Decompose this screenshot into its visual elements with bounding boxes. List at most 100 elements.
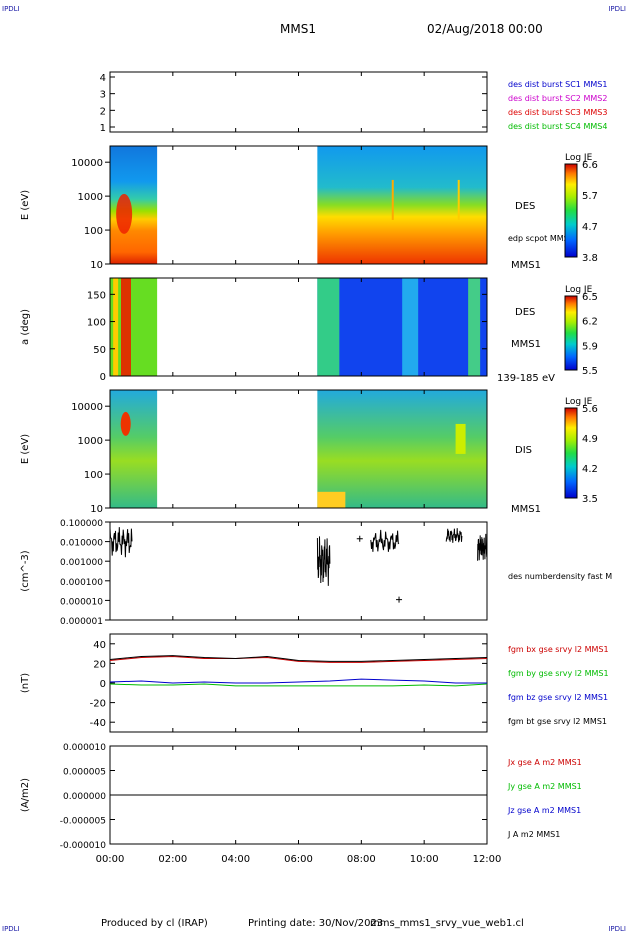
legend-label: des numberdensity fast M [508,572,612,581]
colorbar-tick-label: 4.7 [582,222,598,233]
y-axis-label: a (deg) [20,309,31,345]
density-panel-frame [109,521,488,621]
colorbar-tick-label: 3.5 [582,494,598,505]
y-tick-label: 0 [100,372,106,383]
colorbar-tick-label: 4.2 [582,464,598,475]
corner-label-bl: IPDLI [2,925,20,933]
x-tick-label: 08:00 [347,854,376,865]
colorbar-tick-label: 3.8 [582,253,598,264]
spectrogram-feature [113,278,119,376]
density-trace [109,527,133,558]
legend-label: fgm bx gse srvy l2 MMS1 [508,645,609,654]
x-tick-label: 06:00 [284,854,313,865]
y-tick-label: 100 [87,318,106,329]
y-tick-label: 4 [100,73,106,84]
field-series-line [109,678,487,684]
legend-label: J A m2 MMS1 [507,830,560,839]
spectrogram-feature [116,193,133,234]
spacecraft-title: MMS1 [280,22,316,36]
y-tick-label: 40 [93,640,106,651]
footer-file: mms_mms1_srvy_vue_web1.cl [370,918,524,929]
y-tick-label: 3 [100,90,106,101]
y-tick-label: 0.010000 [60,539,103,549]
y-axis-label: E (eV) [20,190,31,220]
colorbar-tick-label: 4.9 [582,434,598,445]
x-tick-label: 10:00 [410,854,439,865]
colorbar-tick-label: 6.2 [582,317,598,328]
energy-range-label: 139-185 eV [497,373,555,384]
field-series-line [109,655,488,663]
y-tick-label: 10 [90,504,103,515]
x-tick-label: 04:00 [221,854,250,865]
y-tick-label: 150 [87,290,106,301]
y-tick-label: 2 [100,106,106,117]
y-tick-label: 0.001000 [60,558,103,568]
y-tick-label: 0.000100 [60,578,103,588]
y-tick-label: 1000 [78,192,103,203]
colorbar-tick-label: 6.5 [582,292,598,303]
x-tick-label: 12:00 [473,854,502,865]
x-tick-label: 00:00 [96,854,125,865]
footer-produced-by: Produced by cl (IRAP) [101,918,208,929]
y-tick-label: 0.000005 [63,768,106,778]
spectrogram-feature [120,278,131,376]
y-tick-label: 0 [100,679,106,690]
density-trace [316,536,331,586]
corner-label-br: IPDLI [608,925,626,933]
panel-label: DES [515,201,535,212]
y-axis-label: E (eV) [20,434,31,464]
legend-label: Jz gse A m2 MMS1 [507,806,581,815]
colorbar-tick-label: 5.6 [582,404,598,415]
x-tick-label: 02:00 [158,854,187,865]
density-trace [477,533,488,561]
panel-label: DIS [515,445,532,456]
spectrogram-feature [457,179,460,220]
y-tick-label: 10000 [71,158,103,169]
y-tick-label: 0.100000 [60,519,103,529]
colorbar [564,407,578,499]
y-tick-label: 1000 [78,436,103,447]
colorbar [564,163,578,258]
density-point [396,596,403,603]
y-tick-label: -0.000010 [60,841,106,851]
spectrogram-feature [391,179,394,220]
y-axis-label: (nT) [20,673,31,693]
y-tick-label: 0.000010 [60,597,103,607]
y-tick-label: 10 [90,260,103,271]
corner-label-tr: IPDLI [608,5,626,13]
legend-label: fgm bt gse srvy l2 MMS1 [508,717,607,726]
legend-label: des dist burst SC3 MMS3 [508,108,607,117]
field-series-line [109,655,488,662]
spectrogram-segment [110,390,158,508]
density-trace [445,528,463,543]
date-title: 02/Aug/2018 00:00 [427,22,543,36]
panel-label: DES [515,307,535,318]
legend-label: des dist burst SC4 MMS4 [508,122,607,131]
y-tick-label: 0.000001 [60,617,103,627]
panel-annotation: edp scpot MMS1 [508,234,574,243]
legend-label: des dist burst SC1 MMS1 [508,80,607,89]
colorbar-title: Log JE [565,397,593,407]
colorbar-tick-label: 5.7 [582,191,598,202]
colorbar-tick-label: 6.6 [582,160,598,171]
y-tick-label: 50 [93,345,106,356]
availability-panel-frame [109,71,488,133]
density-trace [370,529,400,552]
y-tick-label: 1 [100,123,106,134]
legend-label: fgm bz gse srvy l2 MMS1 [508,693,608,702]
y-tick-label: -20 [90,699,106,710]
spectrogram-feature [317,278,340,376]
field-series-line [109,683,488,687]
legend-label: fgm by gse srvy l2 MMS1 [508,669,609,678]
spectrogram-feature [120,411,131,436]
y-tick-label: -0.000005 [60,817,106,827]
spectrogram-feature [317,491,346,508]
y-axis-label: (cm^-3) [20,550,31,591]
spacecraft-label: MMS1 [511,339,541,350]
spectrogram-feature [402,278,419,376]
y-axis-label: (A/m2) [20,778,31,812]
y-tick-label: 20 [93,659,106,670]
y-tick-label: 100 [84,226,103,237]
y-tick-label: -40 [90,718,106,729]
